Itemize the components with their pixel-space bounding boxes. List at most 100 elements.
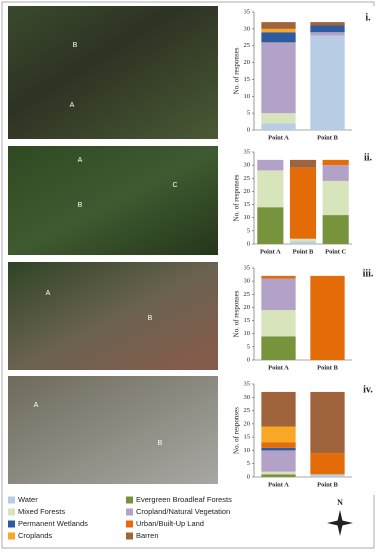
plot-area — [218, 262, 376, 378]
y-tick-label: 0 — [247, 473, 250, 480]
y-tick-label: 35 — [244, 148, 251, 155]
legend-swatch — [8, 496, 15, 504]
legend-swatch — [8, 520, 15, 528]
y-tick-label: 0 — [247, 240, 250, 247]
y-tick-label: 35 — [244, 264, 251, 271]
legend-label: Permanent Wetlands — [18, 519, 88, 528]
bar-segment — [310, 35, 345, 130]
bar-segment — [261, 278, 296, 311]
y-tick-label: 5 — [247, 343, 250, 350]
legend-swatch — [126, 520, 133, 528]
image-label: B — [148, 315, 153, 322]
x-tick-label: Point B — [293, 248, 314, 255]
bar-segment — [261, 391, 296, 427]
bar-segment — [257, 170, 284, 208]
satellite-image — [8, 376, 222, 484]
y-tick-label: 25 — [244, 42, 251, 49]
bar-segment — [261, 447, 296, 451]
bar-segment — [289, 159, 317, 168]
satellite-image — [8, 146, 222, 255]
bar-segment — [289, 241, 317, 244]
bar-segment — [261, 442, 296, 448]
bar-segment — [261, 113, 296, 124]
bar-segment — [289, 167, 317, 239]
legend-label: Urban/Built-Up Land — [136, 519, 204, 528]
y-tick-label: 20 — [244, 304, 251, 311]
y-tick-label: 30 — [244, 25, 251, 32]
y-tick-label: 10 — [244, 214, 251, 221]
bar-segment — [261, 471, 296, 475]
x-tick-label: Point C — [325, 248, 346, 255]
image-label: B — [78, 202, 83, 209]
bar-segment — [310, 22, 345, 26]
legend-swatch — [126, 496, 133, 504]
y-tick-label: 0 — [247, 126, 250, 133]
y-tick-label: 15 — [244, 201, 251, 208]
bar-segment — [261, 123, 296, 130]
y-tick-label: 35 — [244, 8, 251, 15]
y-axis-label: No. of responses — [233, 174, 241, 221]
image-label: B — [158, 440, 163, 447]
x-tick-label: Point A — [260, 248, 281, 255]
bar-segment — [257, 159, 284, 171]
image-label: A — [78, 157, 83, 164]
y-tick-label: 10 — [244, 93, 251, 100]
y-axis-label: No. of responses — [233, 290, 241, 337]
bar-segment — [261, 426, 296, 443]
y-tick-label: 20 — [244, 420, 251, 427]
y-tick-label: 25 — [244, 407, 251, 414]
bar-segment — [310, 25, 345, 33]
bar-segment — [289, 238, 317, 242]
y-tick-label: 25 — [244, 291, 251, 298]
bar-segment — [310, 474, 345, 477]
panel-label: i. — [365, 12, 371, 23]
bar-segment — [310, 32, 345, 36]
legend-label: Croplands — [18, 531, 52, 540]
y-tick-label: 10 — [244, 447, 251, 454]
satellite-image — [8, 6, 222, 139]
panel-label: iii. — [363, 268, 374, 279]
bar-segment — [322, 159, 349, 166]
y-tick-label: 30 — [244, 394, 251, 401]
bar-segment — [261, 275, 296, 279]
bar-segment — [261, 28, 296, 33]
image-label: A — [46, 290, 51, 297]
panel-label: ii. — [364, 152, 373, 163]
compass: N — [327, 498, 353, 536]
bar-segment — [261, 474, 296, 477]
x-tick-label: Point A — [268, 134, 289, 141]
bar-segment — [322, 180, 349, 216]
bar-segment — [261, 450, 296, 472]
legend-swatch — [126, 508, 133, 516]
y-tick-label: 0 — [247, 356, 250, 363]
legend-label: Cropland/Natural Vegetation — [136, 507, 230, 516]
y-tick-label: 35 — [244, 380, 251, 387]
legend-label: Barren — [136, 531, 159, 540]
y-tick-label: 5 — [247, 227, 250, 234]
image-label: A — [70, 102, 75, 109]
y-axis-label: No. of responses — [233, 407, 241, 454]
bar-segment — [310, 391, 345, 454]
y-tick-label: 15 — [244, 76, 251, 83]
satellite-image — [8, 262, 222, 370]
legend-label: Evergreen Broadleaf Forests — [136, 495, 232, 504]
y-tick-label: 10 — [244, 330, 251, 337]
plot-area — [218, 6, 376, 148]
compass-label: N — [337, 498, 343, 507]
legend-label: Water — [18, 495, 38, 504]
image-label: A — [34, 402, 39, 409]
image-label: B — [73, 42, 78, 49]
y-tick-label: 15 — [244, 434, 251, 441]
legend-swatch — [8, 532, 15, 540]
y-tick-label: 30 — [244, 162, 251, 169]
y-tick-label: 30 — [244, 278, 251, 285]
bar-segment — [310, 453, 345, 475]
panel-label: iv. — [363, 384, 373, 395]
legend-swatch — [126, 532, 133, 540]
y-tick-label: 5 — [247, 110, 250, 117]
bar-segment — [261, 310, 296, 337]
x-tick-label: Point A — [268, 481, 289, 488]
y-tick-label: 20 — [244, 59, 251, 66]
